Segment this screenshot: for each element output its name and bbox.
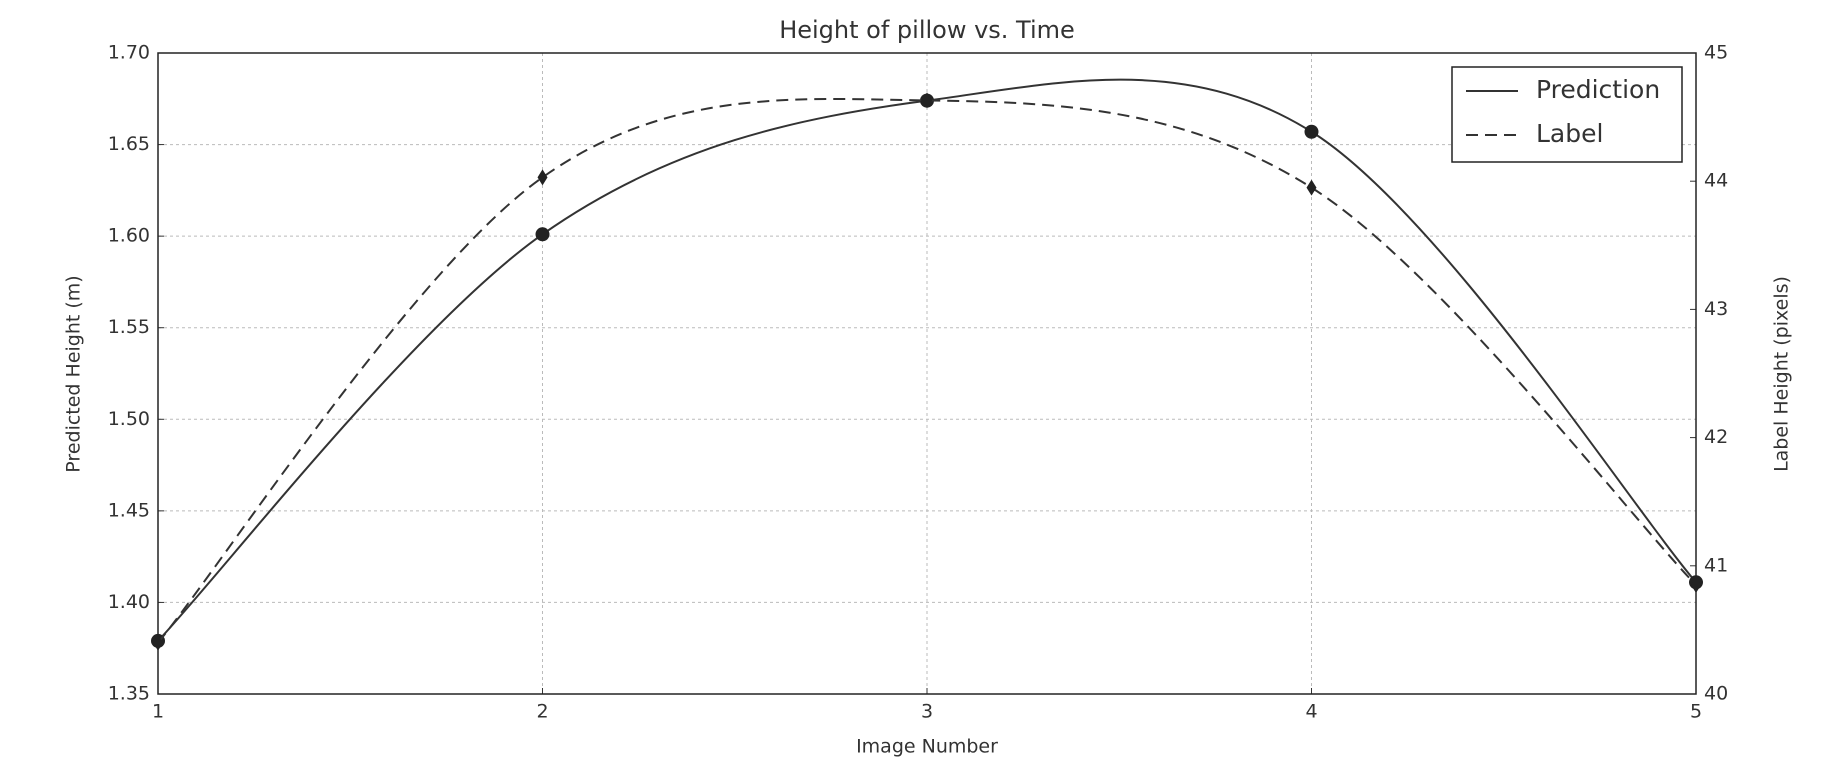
y-tick-label: 1.55 <box>108 316 150 338</box>
y2-tick-label: 44 <box>1704 170 1728 192</box>
marker <box>1306 179 1317 196</box>
y2-axis-label: Label Height (pixels) <box>1771 276 1793 472</box>
y-tick-label: 1.70 <box>108 42 150 64</box>
marker <box>537 169 548 186</box>
y-tick-label: 1.40 <box>108 591 150 613</box>
marker <box>1304 124 1319 139</box>
y2-tick-label: 42 <box>1704 426 1728 448</box>
y-tick-label: 1.60 <box>108 225 150 247</box>
marker <box>922 92 932 109</box>
chart-title: Height of pillow vs. Time <box>779 16 1075 44</box>
legend-label: Label <box>1536 119 1603 148</box>
y2-tick-label: 41 <box>1704 554 1728 576</box>
y-tick-label: 1.50 <box>108 408 150 430</box>
y2-tick-label: 40 <box>1704 683 1728 705</box>
y-tick-label: 1.65 <box>108 133 150 155</box>
x-tick-label: 5 <box>1690 701 1702 723</box>
y-tick-label: 1.45 <box>108 499 150 521</box>
x-axis-label: Image Number <box>856 736 998 758</box>
x-tick-label: 4 <box>1305 701 1317 723</box>
y-axis-label: Predicted Height (m) <box>63 275 85 472</box>
y2-tick-label: 43 <box>1704 298 1728 320</box>
series-line <box>157 98 1697 644</box>
marker <box>535 227 550 242</box>
legend-box <box>1451 66 1683 163</box>
plot-frame <box>157 52 1697 695</box>
x-tick-label: 1 <box>152 701 164 723</box>
legend-label: Prediction <box>1536 75 1660 104</box>
y2-tick-label: 45 <box>1704 42 1728 64</box>
x-tick-label: 3 <box>921 701 933 723</box>
x-tick-label: 2 <box>536 701 548 723</box>
y-tick-label: 1.35 <box>108 683 150 705</box>
